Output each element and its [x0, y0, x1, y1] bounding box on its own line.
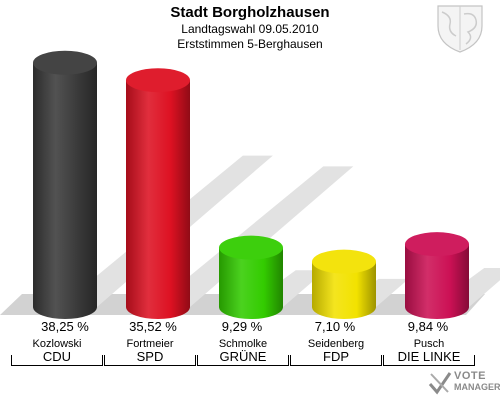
bar-top-gruene — [219, 235, 283, 260]
axis-bracket-fdp — [290, 355, 382, 366]
value-label-cdu: 38,25 % — [41, 319, 89, 334]
coat-of-arms-icon — [437, 5, 483, 53]
chart-subtitle-election: Landtagswahl 09.05.2010 — [181, 22, 319, 36]
candidate-label-linke: Pusch — [413, 338, 445, 350]
logo-line-vote: VOTE — [454, 370, 486, 382]
vote-check-icon — [428, 372, 452, 395]
bar-top-spd — [126, 68, 190, 93]
value-label-fdp: 7,10 % — [314, 319, 356, 334]
party-label-gruene: GRÜNE — [219, 349, 267, 364]
axis-bracket-cdu — [11, 355, 103, 366]
party-label-cdu: CDU — [42, 349, 72, 364]
candidate-label-gruene: Schmolke — [218, 338, 268, 350]
axis-bracket-spd — [104, 355, 196, 366]
chart-title: Stadt Borgholzhausen — [170, 4, 330, 21]
vote-manager-logo: VOTE MANAGER — [428, 368, 500, 398]
logo-line-manager: MANAGER — [454, 382, 500, 392]
value-label-spd: 35,52 % — [129, 319, 177, 334]
party-label-spd: SPD — [136, 349, 164, 364]
axis-bracket-gruene — [197, 355, 289, 366]
bar-top-cdu — [33, 50, 97, 75]
chart-subtitle-district: Erststimmen 5-Berghausen — [177, 37, 323, 51]
bar-fdp — [312, 261, 376, 319]
candidate-label-spd: Fortmeier — [126, 338, 174, 350]
bar-linke — [405, 244, 469, 319]
party-label-linke: DIE LINKE — [397, 349, 461, 364]
bar-gruene — [219, 247, 283, 319]
value-label-gruene: 9,29 % — [221, 319, 263, 334]
value-label-linke: 9,84 % — [407, 319, 449, 334]
bar-top-fdp — [312, 249, 376, 274]
bar-cdu — [33, 62, 97, 320]
axis-bracket-linke — [383, 355, 475, 366]
party-label-fdp: FDP — [323, 349, 349, 364]
candidate-label-fdp: Seidenberg — [307, 338, 365, 350]
candidate-label-cdu: Kozlowski — [32, 338, 82, 350]
bar-spd — [126, 80, 190, 319]
bar-top-linke — [405, 232, 469, 257]
